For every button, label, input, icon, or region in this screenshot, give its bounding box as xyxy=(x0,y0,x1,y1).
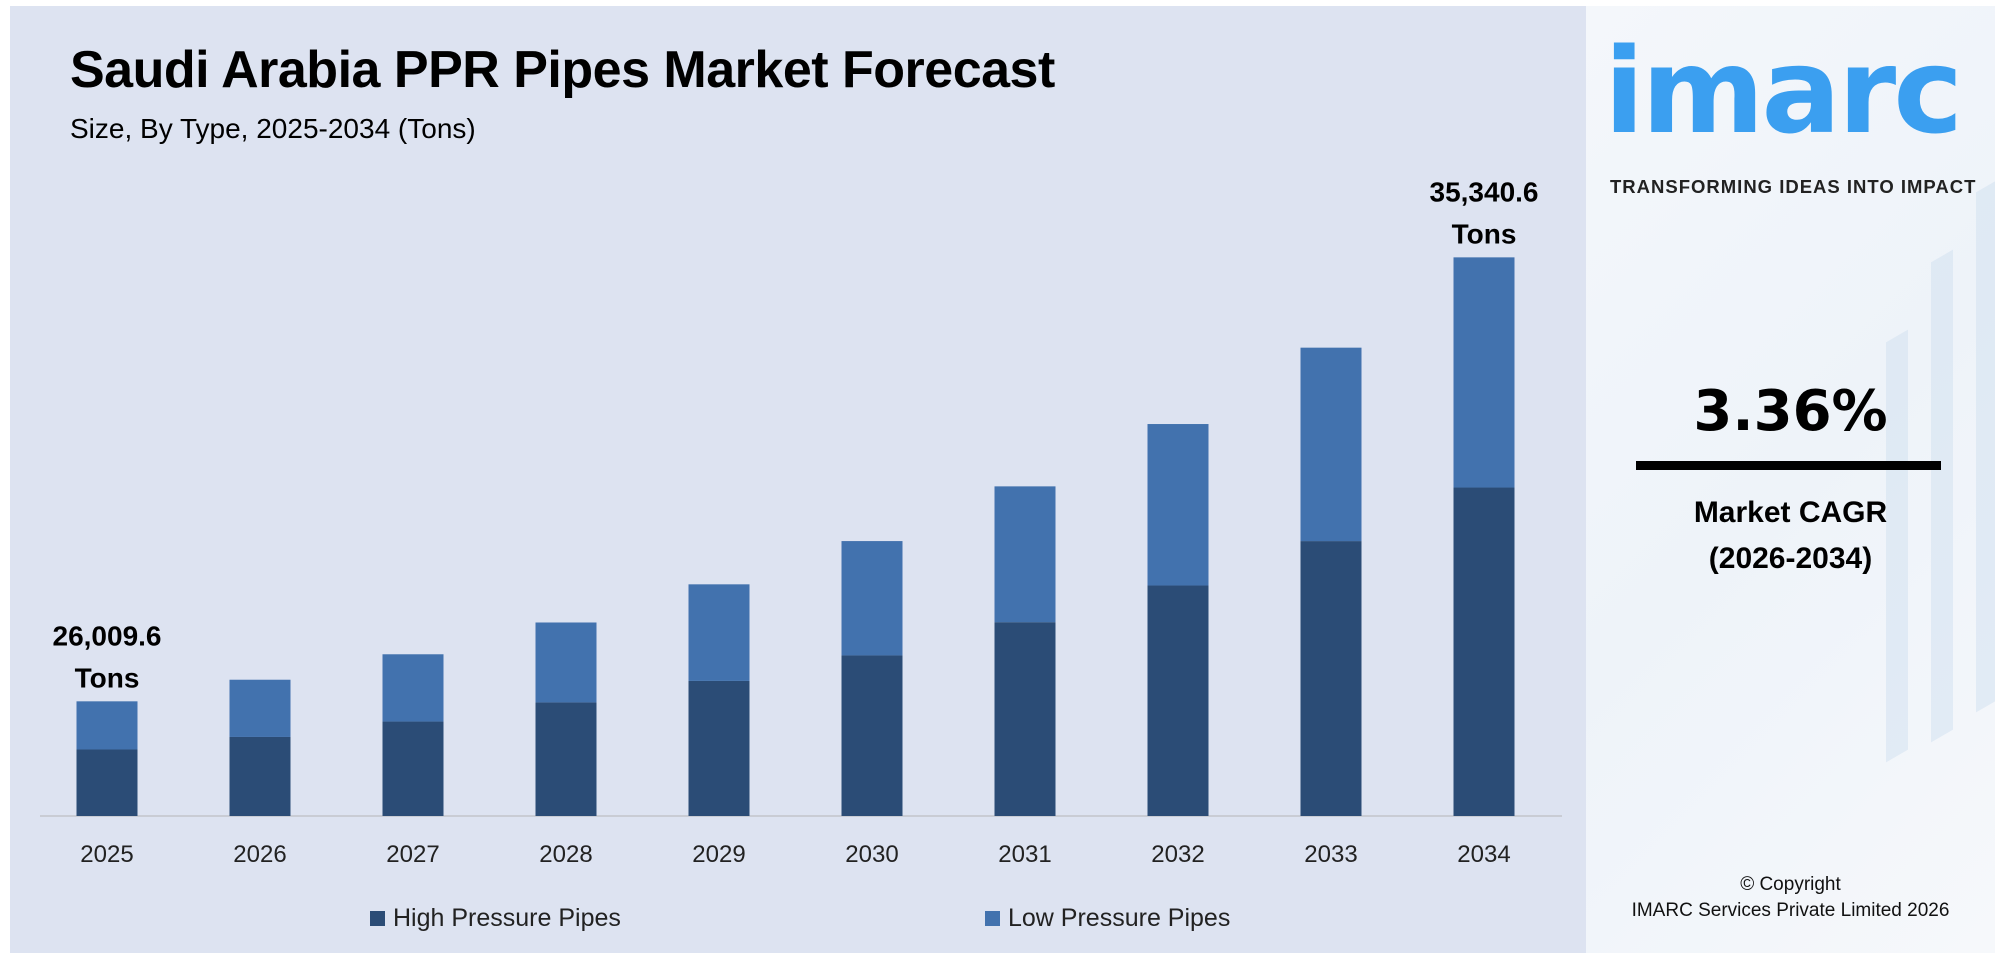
x-tick-label: 2029 xyxy=(692,841,745,868)
cagr-value: 3.36% xyxy=(1693,379,1888,444)
divider xyxy=(1636,461,1941,470)
bar-low-pressure-2031 xyxy=(994,486,1056,623)
x-tick-label: 2030 xyxy=(845,841,898,868)
copyright: © Copyright xyxy=(1740,874,1841,895)
chart-subtitle: Size, By Type, 2025-2034 (Tons) xyxy=(70,113,476,144)
imarc-logo: imarc xyxy=(1604,22,1963,160)
chart-panel: Saudi Arabia PPR Pipes Market Forecast S… xyxy=(10,6,1586,953)
bar-chart: 2025 26,009.6 Tons 2026 2027 2028 2029 2030 2031… xyxy=(40,176,1562,868)
bar-high-pressure-2026 xyxy=(229,736,291,816)
bar-high-pressure-2027 xyxy=(382,721,444,816)
legend-swatch-high xyxy=(370,910,385,926)
cagr-label: Market CAGR xyxy=(1693,496,1888,529)
bar-low-pressure-2027 xyxy=(382,654,444,722)
bar-low-pressure-2026 xyxy=(229,679,291,737)
data-label-value: 35,340.6 xyxy=(1430,176,1539,207)
bar-low-pressure-2030 xyxy=(841,541,903,656)
x-tick-label: 2031 xyxy=(998,841,1051,868)
copyright-block: © Copyright IMARC Services Private Limit… xyxy=(1586,872,1995,924)
bar-high-pressure-2031 xyxy=(994,622,1056,816)
data-label-unit: Tons xyxy=(75,662,140,693)
company-name: IMARC Services Private Limited 2026 xyxy=(1631,900,1950,921)
bar-high-pressure-2025 xyxy=(76,749,138,816)
bar-low-pressure-2032 xyxy=(1147,424,1209,586)
bar-high-pressure-2030 xyxy=(841,655,903,816)
x-tick-label: 2027 xyxy=(386,841,439,868)
bar-high-pressure-2029 xyxy=(688,680,750,816)
chart-title: Saudi Arabia PPR Pipes Market Forecast xyxy=(70,41,1055,99)
legend-swatch-low xyxy=(985,910,1000,926)
x-tick-label: 2028 xyxy=(539,841,592,868)
legend-item-low-pressure: Low Pressure Pipes xyxy=(985,903,1230,933)
bar-low-pressure-2025 xyxy=(76,701,138,750)
cagr-period: (2026-2034) xyxy=(1708,542,1873,575)
data-label-unit: Tons xyxy=(1452,218,1517,249)
x-tick-label: 2025 xyxy=(80,841,133,868)
data-label-value: 26,009.6 xyxy=(53,620,162,651)
bar-low-pressure-2029 xyxy=(688,584,750,681)
x-tick-label: 2026 xyxy=(233,841,286,868)
bar-low-pressure-2033 xyxy=(1300,347,1362,542)
legend-label-high: High Pressure Pipes xyxy=(393,904,621,932)
background-decoration xyxy=(1976,179,1995,713)
x-tick-label: 2034 xyxy=(1457,841,1510,868)
cagr-label-block: Market CAGR (2026-2034) xyxy=(1586,490,1995,582)
legend-item-high-pressure: High Pressure Pipes xyxy=(370,903,621,933)
bar-low-pressure-2028 xyxy=(535,622,597,703)
logo-tagline: TRANSFORMING IDEAS INTO IMPACT xyxy=(1610,176,1977,197)
bar-high-pressure-2032 xyxy=(1147,585,1209,816)
bar-low-pressure-2034 xyxy=(1453,257,1515,488)
legend-label-low: Low Pressure Pipes xyxy=(1008,904,1231,932)
bar-high-pressure-2033 xyxy=(1300,541,1362,816)
x-tick-label: 2032 xyxy=(1151,841,1204,868)
side-panel: imarc TRANSFORMING IDEAS INTO IMPACT 3.3… xyxy=(1586,6,1995,953)
bar-high-pressure-2028 xyxy=(535,702,597,816)
bar-high-pressure-2034 xyxy=(1453,487,1515,816)
x-tick-label: 2033 xyxy=(1304,841,1357,868)
